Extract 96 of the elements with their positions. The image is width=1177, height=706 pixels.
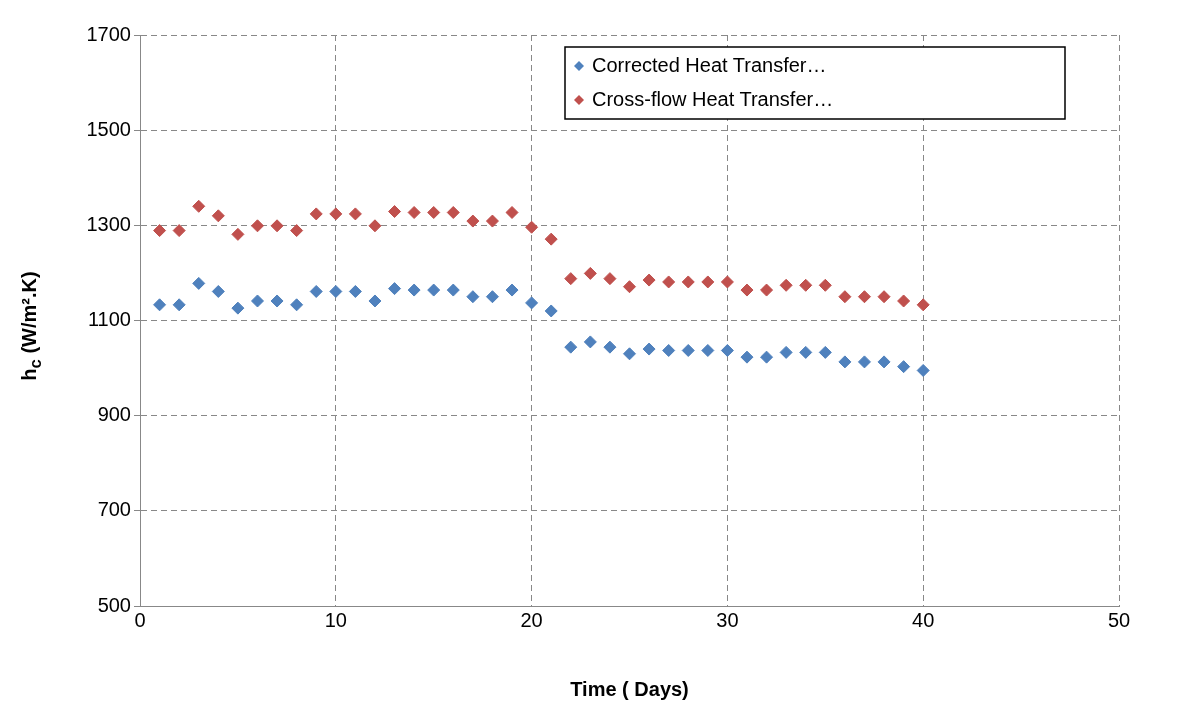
point bbox=[172, 224, 186, 238]
point bbox=[877, 355, 891, 369]
point bbox=[897, 360, 911, 374]
point bbox=[153, 298, 167, 312]
point bbox=[290, 298, 304, 312]
legend-label: Cross-flow Heat Transfer… bbox=[592, 87, 834, 110]
y-tick-label: 1300 bbox=[86, 212, 131, 235]
point bbox=[153, 224, 167, 238]
point bbox=[897, 294, 911, 308]
point bbox=[446, 205, 460, 219]
point bbox=[701, 343, 715, 357]
point bbox=[485, 290, 499, 304]
point bbox=[250, 294, 264, 308]
point bbox=[681, 275, 695, 289]
y-tick-label: 900 bbox=[97, 403, 131, 426]
point bbox=[838, 290, 852, 304]
point bbox=[564, 340, 578, 354]
point bbox=[485, 214, 499, 228]
point bbox=[799, 278, 813, 292]
x-tick-label: 50 bbox=[1107, 608, 1131, 631]
point bbox=[779, 278, 793, 292]
point bbox=[642, 342, 656, 356]
point bbox=[603, 340, 617, 354]
point bbox=[466, 214, 480, 228]
point bbox=[525, 220, 539, 234]
point bbox=[818, 278, 832, 292]
point bbox=[388, 205, 402, 219]
point bbox=[740, 350, 754, 364]
point bbox=[505, 283, 519, 297]
point bbox=[916, 363, 930, 377]
point bbox=[368, 219, 382, 233]
point bbox=[525, 296, 539, 310]
x-tick-label: 0 bbox=[134, 608, 146, 631]
point bbox=[838, 355, 852, 369]
point bbox=[701, 275, 715, 289]
point bbox=[583, 335, 597, 349]
point bbox=[309, 207, 323, 221]
point bbox=[329, 207, 343, 221]
point bbox=[681, 343, 695, 357]
x-tick-label: 40 bbox=[912, 608, 935, 631]
point bbox=[818, 345, 832, 359]
point bbox=[348, 284, 362, 298]
legend-label: Corrected Heat Transfer… bbox=[592, 53, 827, 76]
point bbox=[231, 227, 245, 241]
point bbox=[857, 290, 871, 304]
point bbox=[623, 347, 636, 361]
point bbox=[192, 199, 206, 213]
y-tick-label: 1100 bbox=[87, 308, 131, 331]
point bbox=[231, 301, 245, 315]
point bbox=[407, 283, 421, 297]
point bbox=[388, 282, 402, 296]
point bbox=[290, 224, 304, 238]
point bbox=[740, 283, 754, 297]
point bbox=[466, 290, 480, 304]
point bbox=[916, 298, 930, 312]
point bbox=[368, 294, 382, 308]
point bbox=[623, 280, 636, 294]
y-tick-label: 700 bbox=[97, 498, 131, 521]
point bbox=[505, 205, 519, 219]
point bbox=[877, 290, 891, 304]
point bbox=[720, 275, 734, 289]
x-axis-title: Time ( Days) bbox=[570, 677, 689, 700]
point bbox=[348, 207, 362, 221]
point bbox=[857, 355, 871, 369]
y-tick-label: 1500 bbox=[86, 117, 131, 140]
point bbox=[779, 345, 793, 359]
point bbox=[427, 205, 441, 219]
point bbox=[642, 273, 656, 287]
y-tick-label: 500 bbox=[97, 593, 131, 616]
point bbox=[172, 298, 186, 312]
point bbox=[544, 232, 558, 246]
point bbox=[211, 284, 225, 298]
point bbox=[564, 272, 578, 286]
point bbox=[799, 345, 813, 359]
point bbox=[270, 294, 284, 308]
point bbox=[760, 283, 774, 297]
point bbox=[583, 266, 597, 280]
point bbox=[544, 304, 558, 318]
point bbox=[211, 209, 225, 223]
point bbox=[427, 283, 441, 297]
point bbox=[720, 343, 734, 357]
x-tick-label: 10 bbox=[324, 608, 347, 631]
point bbox=[662, 343, 676, 357]
x-tick-label: 20 bbox=[520, 608, 543, 631]
point bbox=[309, 284, 323, 298]
point bbox=[250, 219, 264, 233]
point bbox=[329, 284, 343, 298]
point bbox=[270, 219, 284, 233]
point bbox=[192, 276, 206, 290]
point bbox=[760, 350, 774, 364]
x-tick-label: 30 bbox=[716, 608, 739, 631]
point bbox=[407, 205, 421, 219]
y-tick-label: 1700 bbox=[86, 22, 131, 45]
point bbox=[446, 283, 460, 297]
point bbox=[603, 272, 617, 286]
point bbox=[662, 275, 676, 289]
